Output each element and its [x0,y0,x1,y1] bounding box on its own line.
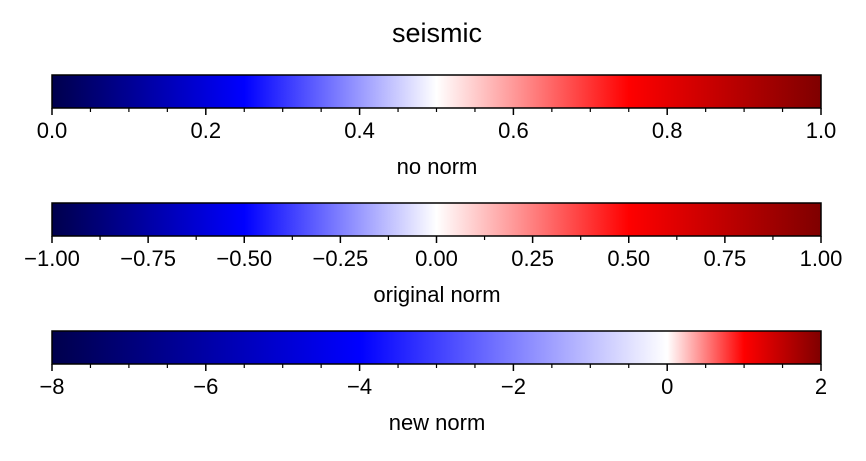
colorbar-label: new norm [389,410,486,435]
tick-label: 0.4 [344,118,375,143]
tick-label: 1.0 [806,118,837,143]
tick-label: 0 [661,374,673,399]
tick-label: 1.00 [800,246,843,271]
tick-label: −6 [193,374,218,399]
tick-label: 0.75 [703,246,746,271]
colorbar-gradient [51,202,822,237]
tick-label: 0.25 [511,246,554,271]
tick-label: −0.25 [313,246,369,271]
tick-label: 2 [815,374,827,399]
tick-label: −2 [501,374,526,399]
colorbar-gradient [51,330,822,365]
colorbar-2: −1.00 −0.75 −0.50 −0.25 0.00 0.25 0.50 0.75 1.00… [24,202,843,307]
tick-label: −8 [39,374,64,399]
tick-label: −0.50 [216,246,272,271]
tick-label: 0.2 [191,118,222,143]
tick-label: −1.00 [24,246,80,271]
colorbar-1: 0.0 0.2 0.4 0.6 0.8 1.0 no norm [37,74,837,179]
colorbar-gradient [51,74,822,109]
tick-label: 0.0 [37,118,68,143]
tick-label: 0.6 [498,118,529,143]
tick-label: −4 [347,374,372,399]
colorbar-label: original norm [373,282,500,307]
tick-label: −0.75 [120,246,176,271]
tick-label: 0.00 [415,246,458,271]
tick-label: 0.50 [607,246,650,271]
figure-title: seismic [392,18,482,48]
colorbar-3: −8 −6 −4 −2 0 2 new norm [39,330,827,435]
colorbar-label: no norm [397,154,478,179]
tick-label: 0.8 [652,118,683,143]
